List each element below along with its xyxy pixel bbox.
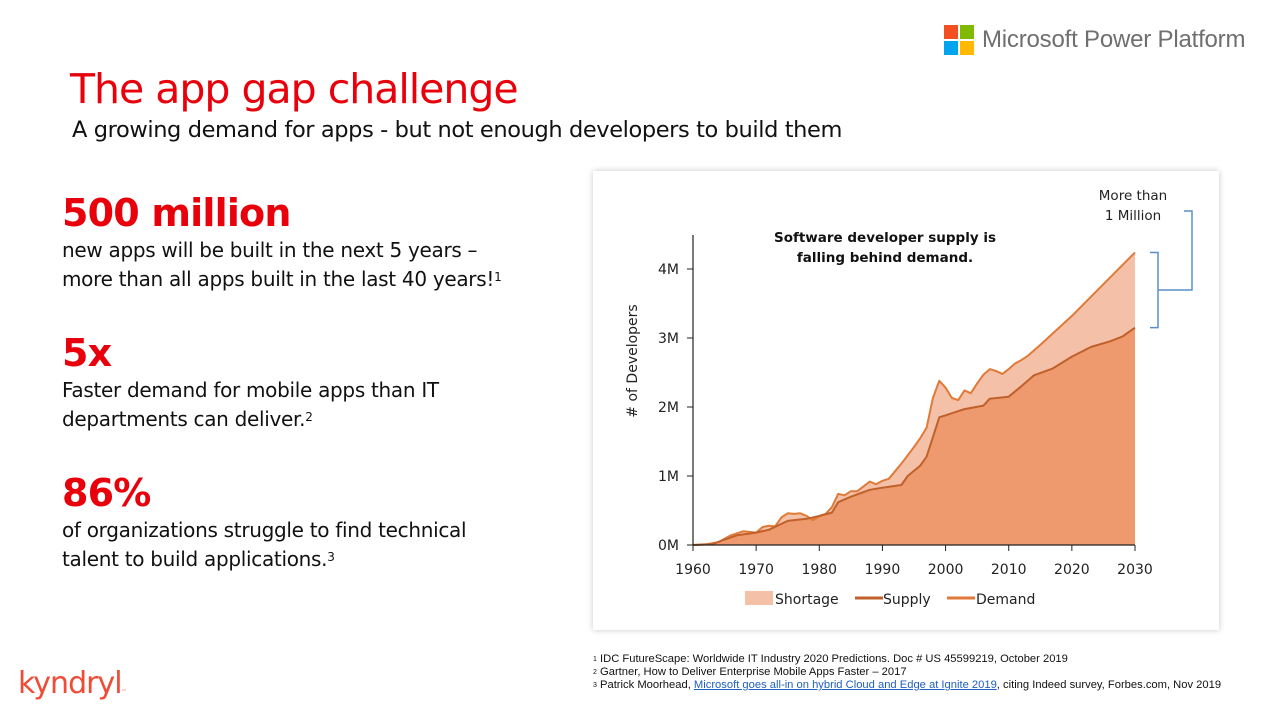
trademark-mark: ™ bbox=[121, 689, 127, 695]
stat-desc-line: more than all apps built in the last 40 … bbox=[62, 267, 495, 291]
chart-annotation-line: falling behind demand. bbox=[797, 250, 973, 266]
page-title: The app gap challenge bbox=[70, 65, 519, 113]
chart-annotation-line: Software developer supply is bbox=[774, 230, 996, 246]
x-tick-label: 2010 bbox=[991, 562, 1027, 578]
stat-description: new apps will be built in the next 5 yea… bbox=[62, 236, 502, 294]
footnotes: 1 IDC FutureScape: Worldwide IT Industry… bbox=[593, 653, 1221, 692]
footnote: 1 IDC FutureScape: Worldwide IT Industry… bbox=[593, 653, 1221, 666]
stat-description: Faster demand for mobile apps than IT de… bbox=[62, 376, 439, 434]
footnote: 3 Patrick Moorhead, Microsoft goes all-i… bbox=[593, 679, 1221, 692]
stat-value: 86% bbox=[62, 471, 151, 515]
footnote-number: 3 bbox=[593, 682, 597, 689]
y-tick-label: 4M bbox=[658, 262, 679, 278]
stat-description: of organizations struggle to find techni… bbox=[62, 516, 467, 574]
logo-square-green bbox=[960, 25, 974, 39]
footnote: 2 Gartner, How to Deliver Enterprise Mob… bbox=[593, 666, 1221, 679]
footnote-link[interactable]: Microsoft goes all-in on hybrid Cloud an… bbox=[693, 679, 997, 691]
page-subtitle: A growing demand for apps - but not enou… bbox=[72, 117, 842, 143]
callout-line: More than bbox=[1099, 188, 1167, 204]
logo-text: Microsoft Power Platform bbox=[982, 26, 1246, 53]
legend-label-supply: Supply bbox=[883, 592, 931, 608]
gap-bracket bbox=[1150, 251, 1159, 329]
stat-block: 5x Faster demand for mobile apps than IT… bbox=[62, 330, 439, 434]
developer-supply-demand-chart: 1960 1970 1980 1990 2000 2010 2020 2030 0M 1M 2M 3M… bbox=[625, 188, 1193, 608]
callout-line: 1 Million bbox=[1105, 208, 1161, 224]
x-tick-label: 1990 bbox=[865, 562, 901, 578]
microsoft-logo-icon bbox=[944, 25, 974, 55]
logo-square-red bbox=[944, 25, 958, 39]
logo-square-blue bbox=[944, 41, 958, 55]
stat-block: 86% of organizations struggle to find te… bbox=[62, 470, 467, 574]
x-tick-label: 1980 bbox=[801, 562, 837, 578]
footnote-number: 1 bbox=[593, 656, 597, 663]
y-tick-label: 0M bbox=[658, 538, 679, 554]
footnote-number: 2 bbox=[593, 669, 597, 676]
x-tick-label: 1960 bbox=[675, 562, 711, 578]
stat-desc-line: departments can deliver. bbox=[62, 407, 306, 431]
kyndryl-logo: kyndryl™ bbox=[18, 664, 127, 712]
x-tick-label: 1970 bbox=[738, 562, 774, 578]
chart-card: 1960 1970 1980 1990 2000 2010 2020 2030 0M 1M 2M 3M… bbox=[593, 171, 1219, 630]
stat-desc-line: talent to build applications. bbox=[62, 547, 328, 571]
footnote-text: Patrick Moorhead, bbox=[600, 679, 694, 691]
y-tick-label: 2M bbox=[658, 400, 679, 416]
legend-label-demand: Demand bbox=[976, 592, 1035, 608]
microsoft-power-platform-logo: Microsoft Power Platform bbox=[944, 25, 1245, 55]
kyndryl-logo-text: kyndryl bbox=[18, 666, 123, 701]
y-tick-label: 3M bbox=[658, 331, 679, 347]
y-axis-label: # of Developers bbox=[625, 304, 641, 417]
logo-square-yellow bbox=[960, 41, 974, 55]
x-tick-label: 2030 bbox=[1117, 562, 1153, 578]
supply-line bbox=[692, 326, 1136, 546]
footnote-ref: 2 bbox=[305, 410, 313, 424]
x-tick-label: 2000 bbox=[928, 562, 964, 578]
footnote-text: IDC FutureScape: Worldwide IT Industry 2… bbox=[600, 653, 1068, 665]
footnote-ref: 3 bbox=[327, 550, 335, 564]
stat-desc-line: of organizations struggle to find techni… bbox=[62, 518, 467, 542]
legend-label-shortage: Shortage bbox=[775, 592, 839, 608]
footnote-text: , citing Indeed survey, Forbes.com, Nov … bbox=[996, 679, 1222, 691]
stat-block: 500 million new apps will be built in th… bbox=[62, 190, 502, 294]
callout-bracket bbox=[1158, 210, 1193, 291]
footnote-ref: 1 bbox=[494, 270, 502, 284]
footnote-text: Gartner, How to Deliver Enterprise Mobil… bbox=[600, 666, 907, 678]
stat-desc-line: new apps will be built in the next 5 yea… bbox=[62, 238, 478, 262]
stat-value: 5x bbox=[62, 331, 112, 375]
y-tick-label: 1M bbox=[658, 469, 679, 485]
stat-value: 500 million bbox=[62, 191, 291, 235]
stat-desc-line: Faster demand for mobile apps than IT bbox=[62, 378, 439, 402]
legend-swatch-shortage bbox=[745, 591, 773, 605]
x-tick-label: 2020 bbox=[1054, 562, 1090, 578]
supply-area bbox=[693, 327, 1135, 545]
demand-line bbox=[692, 251, 1136, 546]
